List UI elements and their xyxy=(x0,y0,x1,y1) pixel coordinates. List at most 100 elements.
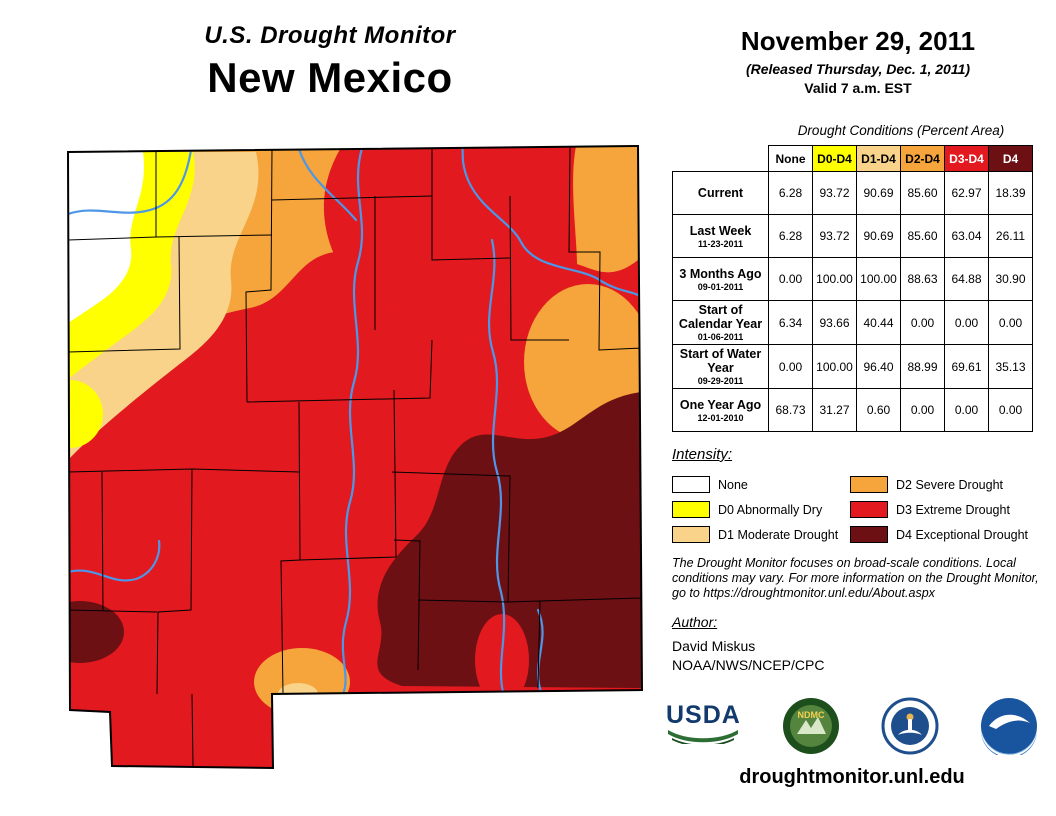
value-cell: 69.61 xyxy=(944,344,989,389)
table-row-3-months-ago: 3 Months Ago 09-01-2011 0.00 100.00 100.… xyxy=(672,257,1033,301)
release-date: (Released Thursday, Dec. 1, 2011) xyxy=(745,61,971,77)
column-header-d1-d4: D1-D4 xyxy=(856,145,901,172)
table-title: Drought Conditions (Percent Area) xyxy=(797,123,1005,138)
row-header-start-water-year: Start of Water Year 09-29-2011 xyxy=(672,344,769,389)
value-cell: 18.39 xyxy=(988,171,1033,215)
noaa-logo xyxy=(980,698,1037,755)
valid-time: Valid 7 a.m. EST xyxy=(804,80,912,96)
table-row-one-year-ago: One Year Ago 12-01-2010 68.73 31.27 0.60… xyxy=(672,388,1033,432)
value-cell: 35.13 xyxy=(988,344,1033,389)
value-cell: 93.72 xyxy=(812,171,857,215)
legend-label: D3 Extreme Drought xyxy=(896,502,1010,517)
table-row-current: Current 6.28 93.72 90.69 85.60 62.97 18.… xyxy=(672,171,1033,215)
rivers xyxy=(68,146,642,696)
value-cell: 100.00 xyxy=(812,344,857,389)
d3-color-swatch xyxy=(850,501,888,518)
value-cell: 0.00 xyxy=(944,300,989,345)
author-heading: Author: xyxy=(672,614,718,630)
row-header-one-year-ago: One Year Ago 12-01-2010 xyxy=(672,388,769,432)
table-row-last-week: Last Week 11-23-2011 6.28 93.72 90.69 85… xyxy=(672,214,1033,258)
value-cell: 0.00 xyxy=(988,388,1033,432)
agency-logos: USDA NDMC xyxy=(666,694,1038,758)
value-cell: 30.90 xyxy=(988,257,1033,301)
report-title: U.S. Drought Monitor xyxy=(204,22,456,49)
legend-item-d3: D3 Extreme Drought xyxy=(850,497,1044,522)
ndmc-logo-text: NDMC xyxy=(797,710,824,720)
row-header-current: Current xyxy=(672,171,769,215)
legend-item-d4: D4 Exceptional Drought xyxy=(850,522,1044,547)
author-organization: NOAA/NWS/NCEP/CPC xyxy=(672,657,825,673)
report-title-block: U.S. Drought Monitor New Mexico xyxy=(135,22,525,102)
row-header-start-calendar-year: Start of Calendar Year 01-06-2011 xyxy=(672,300,769,345)
legend-label: D1 Moderate Drought xyxy=(718,527,839,542)
value-cell: 0.60 xyxy=(856,388,901,432)
value-cell: 0.00 xyxy=(768,257,813,301)
column-header-d2-d4: D2-D4 xyxy=(900,145,945,172)
none-area-northwest xyxy=(68,152,145,323)
date-block: November 29, 2011 (Released Thursday, De… xyxy=(690,26,1026,96)
table-header-row: None D0-D4 D1-D4 D2-D4 D3-D4 D4 xyxy=(673,145,1033,172)
value-cell: 6.34 xyxy=(768,300,813,345)
ndmc-logo: NDMC xyxy=(782,698,839,754)
row-header-3-months-ago: 3 Months Ago 09-01-2011 xyxy=(672,257,769,301)
legend-item-d1: D1 Moderate Drought xyxy=(672,522,850,547)
value-cell: 6.28 xyxy=(768,214,813,258)
new-mexico-drought-map xyxy=(66,144,644,770)
value-cell: 0.00 xyxy=(988,300,1033,345)
value-cell: 90.69 xyxy=(856,214,901,258)
table-row-start-water-year: Start of Water Year 09-29-2011 0.00 100.… xyxy=(672,344,1033,389)
legend-item-d0: D0 Abnormally Dry xyxy=(672,497,850,522)
value-cell: 93.66 xyxy=(812,300,857,345)
usda-logo: USDA xyxy=(666,703,741,749)
value-cell: 26.11 xyxy=(988,214,1033,258)
d4-exceptional-area-west xyxy=(68,601,124,663)
state-outline xyxy=(66,144,644,770)
value-cell: 88.63 xyxy=(900,257,945,301)
d2-color-swatch xyxy=(850,476,888,493)
county-boundaries xyxy=(68,147,642,767)
intensity-legend: Intensity: None D0 Abnormally Dry D1 Mod… xyxy=(672,446,1044,547)
value-cell: 0.00 xyxy=(944,388,989,432)
column-header-d3-d4: D3-D4 xyxy=(944,145,989,172)
drought-conditions-table: None D0-D4 D1-D4 D2-D4 D3-D4 D4 Current … xyxy=(672,145,1033,432)
value-cell: 62.97 xyxy=(944,171,989,215)
table-row-start-calendar-year: Start of Calendar Year 01-06-2011 6.34 9… xyxy=(672,300,1033,345)
value-cell: 64.88 xyxy=(944,257,989,301)
legend-label: D0 Abnormally Dry xyxy=(718,502,823,517)
value-cell: 100.00 xyxy=(812,257,857,301)
value-cell: 31.27 xyxy=(812,388,857,432)
table-corner-cell xyxy=(673,146,769,172)
disclaimer-text: The Drought Monitor focuses on broad-sca… xyxy=(672,556,1039,600)
legend-label: D2 Severe Drought xyxy=(896,477,1004,492)
region-title: New Mexico xyxy=(207,54,453,101)
column-header-d0-d4: D0-D4 xyxy=(812,145,857,172)
footer-url: droughtmonitor.unl.edu xyxy=(739,766,965,788)
value-cell: 40.44 xyxy=(856,300,901,345)
d0-pocket-west xyxy=(68,380,103,448)
commerce-seal-logo xyxy=(881,697,939,755)
d1-color-swatch xyxy=(672,526,710,543)
value-cell: 0.00 xyxy=(900,300,945,345)
column-header-d4: D4 xyxy=(988,145,1033,172)
column-header-none: None xyxy=(768,145,813,172)
none-color-swatch xyxy=(672,476,710,493)
usda-swoosh-icon xyxy=(668,730,739,747)
legend-item-none: None xyxy=(672,472,850,497)
value-cell: 0.00 xyxy=(768,344,813,389)
value-cell: 85.60 xyxy=(900,171,945,215)
value-cell: 93.72 xyxy=(812,214,857,258)
row-header-last-week: Last Week 11-23-2011 xyxy=(672,214,769,258)
usda-logo-text: USDA xyxy=(666,701,741,729)
value-cell: 68.73 xyxy=(768,388,813,432)
legend-grid: None D0 Abnormally Dry D1 Moderate Droug… xyxy=(672,472,1044,547)
legend-item-d2: D2 Severe Drought xyxy=(850,472,1044,497)
author-name: David Miskus xyxy=(672,638,756,654)
report-date: November 29, 2011 xyxy=(740,26,976,56)
author-block: Author: David Miskus NOAA/NWS/NCEP/CPC xyxy=(672,614,1032,673)
value-cell: 6.28 xyxy=(768,171,813,215)
d4-color-swatch xyxy=(850,526,888,543)
value-cell: 85.60 xyxy=(900,214,945,258)
d2-patch-south xyxy=(254,648,350,716)
d4-exceptional-area-southeast xyxy=(377,392,642,688)
legend-title: Intensity: xyxy=(672,446,733,463)
